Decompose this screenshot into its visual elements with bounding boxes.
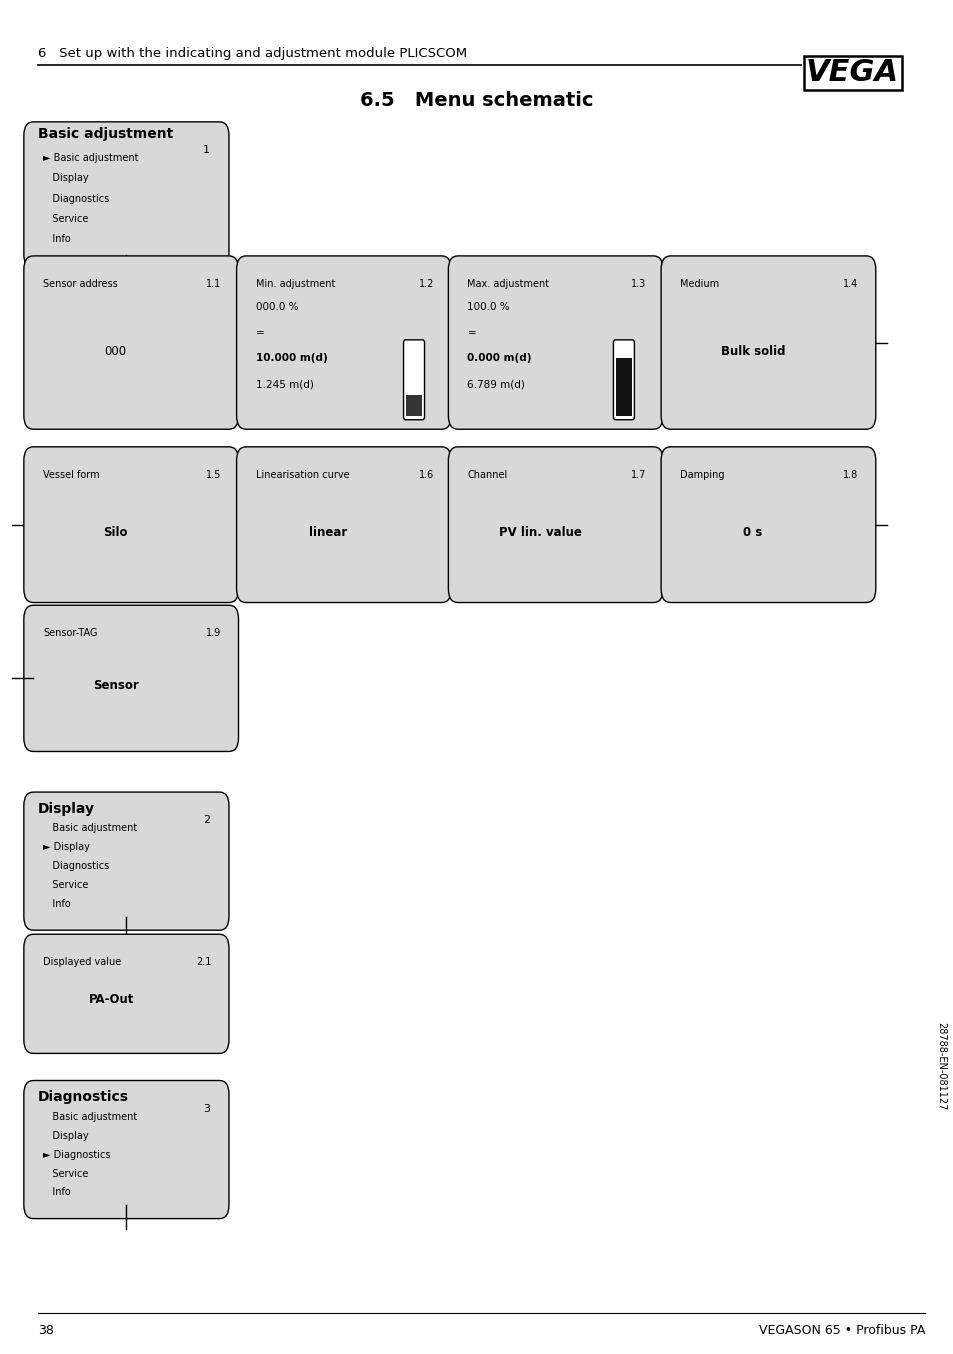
Text: Displayed value: Displayed value (43, 957, 121, 967)
Text: 000: 000 (105, 345, 127, 357)
Text: 1: 1 (203, 145, 210, 154)
Text: Service: Service (43, 1169, 89, 1178)
Bar (616, 357, 631, 416)
Text: Channel: Channel (467, 470, 507, 479)
Text: Info: Info (43, 1187, 71, 1197)
FancyBboxPatch shape (448, 256, 662, 429)
Text: 100.0 %: 100.0 % (467, 302, 510, 311)
Text: 1.7: 1.7 (630, 470, 645, 479)
Text: 1.9: 1.9 (206, 628, 221, 638)
Text: VEGA: VEGA (805, 58, 899, 87)
Text: 1.8: 1.8 (842, 470, 858, 479)
Text: Damping: Damping (679, 470, 724, 479)
FancyBboxPatch shape (448, 447, 662, 603)
Text: 2: 2 (203, 815, 210, 825)
Text: ► Diagnostics: ► Diagnostics (43, 1150, 111, 1159)
FancyBboxPatch shape (24, 792, 229, 930)
Text: Vessel form: Vessel form (43, 470, 99, 479)
Text: Linearisation curve: Linearisation curve (255, 470, 349, 479)
Text: Display: Display (43, 1131, 89, 1140)
Text: Basic adjustment: Basic adjustment (38, 127, 173, 141)
Text: 0.000 m(d): 0.000 m(d) (467, 353, 532, 363)
Text: Bulk solid: Bulk solid (720, 345, 784, 357)
Text: 10.000 m(d): 10.000 m(d) (255, 353, 327, 363)
Text: 000.0 %: 000.0 % (255, 302, 298, 311)
FancyBboxPatch shape (403, 340, 424, 420)
FancyBboxPatch shape (660, 447, 875, 603)
Text: Basic adjustment: Basic adjustment (43, 823, 137, 833)
Text: Info: Info (43, 899, 71, 909)
FancyBboxPatch shape (236, 447, 451, 603)
Text: Service: Service (43, 880, 89, 890)
Text: Display: Display (38, 802, 95, 815)
Text: VEGASON 65 • Profibus PA: VEGASON 65 • Profibus PA (759, 1324, 924, 1338)
Text: Sensor: Sensor (92, 678, 138, 692)
Text: 1.245 m(d): 1.245 m(d) (255, 379, 314, 389)
FancyBboxPatch shape (24, 256, 238, 429)
Text: 1.3: 1.3 (630, 279, 645, 288)
Text: PA-Out: PA-Out (89, 992, 134, 1006)
Text: 6.789 m(d): 6.789 m(d) (467, 379, 525, 389)
Text: 0 s: 0 s (742, 525, 761, 539)
Text: Basic adjustment: Basic adjustment (43, 1112, 137, 1121)
Text: =: = (467, 328, 476, 337)
Text: Service: Service (43, 214, 89, 223)
Text: Medium: Medium (679, 279, 719, 288)
Text: Diagnostics: Diagnostics (43, 194, 109, 203)
Text: linear: linear (309, 525, 347, 539)
Text: ► Basic adjustment: ► Basic adjustment (43, 153, 138, 162)
Text: 6   Set up with the indicating and adjustment module PLICSCOM: 6 Set up with the indicating and adjustm… (38, 47, 467, 61)
FancyBboxPatch shape (24, 934, 229, 1053)
Text: Diagnostics: Diagnostics (38, 1090, 129, 1104)
Text: 38: 38 (38, 1324, 54, 1338)
Text: Sensor-TAG: Sensor-TAG (43, 628, 97, 638)
Text: 2.1: 2.1 (196, 957, 212, 967)
Text: Silo: Silo (103, 525, 128, 539)
Text: 1.6: 1.6 (418, 470, 434, 479)
Text: 1.4: 1.4 (842, 279, 858, 288)
Text: PV lin. value: PV lin. value (498, 525, 581, 539)
FancyBboxPatch shape (236, 256, 451, 429)
Text: Diagnostics: Diagnostics (43, 861, 109, 871)
Text: Max. adjustment: Max. adjustment (467, 279, 549, 288)
Text: 1.2: 1.2 (418, 279, 434, 288)
Text: 28788-EN-081127: 28788-EN-081127 (936, 1022, 945, 1110)
FancyBboxPatch shape (24, 122, 229, 268)
FancyBboxPatch shape (613, 340, 634, 420)
Text: ► Display: ► Display (43, 842, 90, 852)
Text: Min. adjustment: Min. adjustment (255, 279, 335, 288)
FancyBboxPatch shape (660, 256, 875, 429)
Text: 1.1: 1.1 (206, 279, 221, 288)
Bar (406, 395, 421, 416)
Text: Display: Display (43, 173, 89, 183)
FancyBboxPatch shape (24, 1080, 229, 1219)
Text: 3: 3 (203, 1104, 210, 1113)
Text: Info: Info (43, 234, 71, 244)
Text: Sensor address: Sensor address (43, 279, 117, 288)
Text: 1.5: 1.5 (206, 470, 221, 479)
FancyBboxPatch shape (24, 605, 238, 751)
Text: 6.5   Menu schematic: 6.5 Menu schematic (360, 91, 593, 110)
FancyBboxPatch shape (24, 447, 238, 603)
Text: =: = (255, 328, 264, 337)
